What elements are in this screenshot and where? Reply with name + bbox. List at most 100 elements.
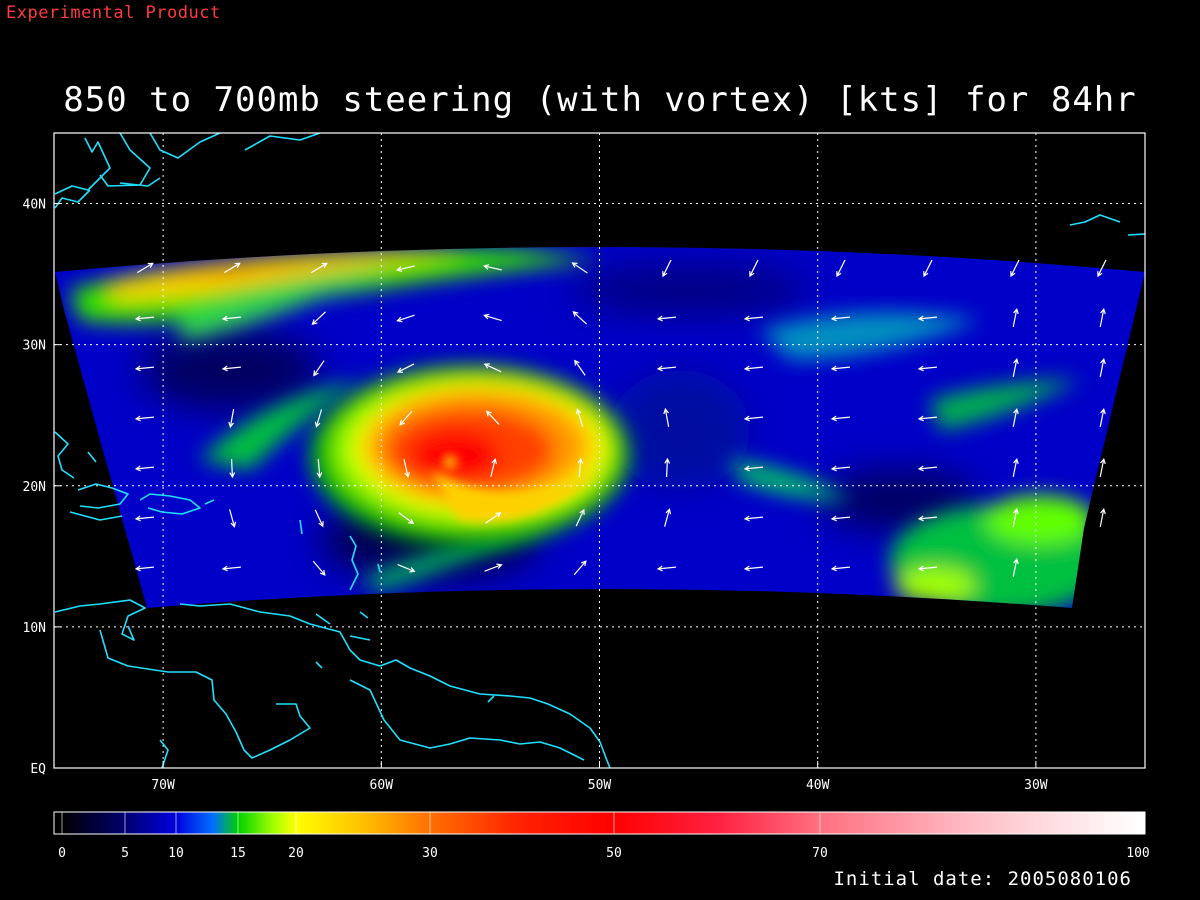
lat-lon-grid xyxy=(54,133,1145,768)
axes: 70W 60W 50W 40W 30W EQ 10N 20N 30N 40N xyxy=(23,198,1048,793)
wind-vector xyxy=(396,314,415,323)
wind-vector xyxy=(575,408,584,427)
wind-vector xyxy=(917,565,938,572)
colorbar-tick-label: 15 xyxy=(230,846,246,861)
wind-vector xyxy=(490,458,498,477)
wind-vector xyxy=(574,359,586,376)
wind-vector xyxy=(396,265,415,272)
wind-vector xyxy=(134,465,155,472)
wind-vector xyxy=(830,565,851,572)
wind-vector xyxy=(917,465,938,472)
wind-vector xyxy=(134,515,155,522)
wind-vector xyxy=(1099,407,1106,427)
wind-vector xyxy=(229,509,237,528)
steering-vectors xyxy=(134,259,1107,577)
wind-vector xyxy=(577,457,584,478)
wind-vector xyxy=(917,515,938,522)
colorbar-tick-label: 70 xyxy=(812,846,828,861)
wind-vector xyxy=(399,410,413,426)
colorbar-ticks: 0 5 10 15 20 30 50 70 100 xyxy=(58,812,1150,861)
wind-vector xyxy=(485,512,502,524)
wind-vector xyxy=(484,563,503,572)
wind-vector xyxy=(1012,557,1019,577)
colorbar-tick-label: 100 xyxy=(1126,846,1149,861)
wind-vector xyxy=(743,365,764,372)
wind-vector xyxy=(923,259,933,278)
wind-vector xyxy=(134,565,155,572)
wind-vector xyxy=(228,409,235,429)
wind-vector xyxy=(1012,357,1019,377)
wind-vector xyxy=(1012,507,1019,527)
wind-vector xyxy=(316,458,323,479)
wind-vector xyxy=(575,508,585,527)
wind-vector xyxy=(310,262,328,274)
wind-vector xyxy=(917,315,938,322)
colorbar-tick-label: 20 xyxy=(288,846,304,861)
chart-title: 850 to 700mb steering (with vortex) [kts… xyxy=(63,80,1137,120)
wind-vector xyxy=(836,259,846,278)
wind-vector xyxy=(1099,307,1106,327)
wind-vector xyxy=(221,365,242,372)
wind-vector xyxy=(662,259,672,278)
wind-vector xyxy=(134,365,155,372)
wind-vector xyxy=(229,458,236,479)
y-tick-label: EQ xyxy=(30,762,46,777)
wind-vector xyxy=(403,459,410,478)
wind-vector xyxy=(743,315,764,322)
wind-vector xyxy=(134,315,155,322)
wind-vector xyxy=(312,560,326,576)
wind-vector xyxy=(656,365,677,372)
y-tick-label: 40N xyxy=(23,198,46,213)
colorbar xyxy=(53,811,1146,835)
wind-vector xyxy=(134,415,155,422)
wind-vector xyxy=(1099,507,1106,527)
wind-vector xyxy=(743,565,764,572)
experimental-product-label: Experimental Product xyxy=(6,3,221,23)
wind-vector xyxy=(572,311,588,325)
wind-vector xyxy=(830,315,851,322)
wind-vector xyxy=(663,508,672,527)
wind-vector xyxy=(483,363,502,373)
wind-vector xyxy=(398,512,415,525)
x-tick-label: 50W xyxy=(588,778,612,793)
wind-vector xyxy=(656,565,677,572)
y-tick-label: 10N xyxy=(23,621,46,636)
x-tick-label: 70W xyxy=(151,778,175,793)
wind-vector xyxy=(483,313,502,322)
wind-vector xyxy=(830,415,851,422)
coastline xyxy=(54,133,1145,768)
wind-vector xyxy=(656,315,677,322)
wind-vector xyxy=(743,415,764,422)
wind-vector xyxy=(743,465,764,472)
y-tick-label: 30N xyxy=(23,339,46,354)
wind-vector xyxy=(664,457,671,478)
colorbar-tick-label: 5 xyxy=(121,846,129,861)
initial-date: Initial date: 2005080106 xyxy=(833,868,1132,890)
y-tick-label: 20N xyxy=(23,480,46,495)
wind-vector xyxy=(136,262,154,274)
wind-vector xyxy=(573,560,587,576)
wind-vector xyxy=(917,415,938,422)
x-tick-label: 40W xyxy=(806,778,830,793)
x-tick-label: 30W xyxy=(1024,778,1048,793)
colorbar-tick-label: 30 xyxy=(422,846,438,861)
colorbar-tick-label: 10 xyxy=(168,846,184,861)
wind-vector xyxy=(314,409,323,428)
wind-vector xyxy=(1012,307,1019,327)
colorbar-tick-label: 50 xyxy=(606,846,622,861)
wind-vector xyxy=(571,262,588,274)
wind-vector xyxy=(830,465,851,472)
wind-vector xyxy=(314,509,324,528)
wind-vector xyxy=(830,515,851,522)
wind-vector xyxy=(221,565,242,572)
wind-vector xyxy=(1099,357,1106,377)
wind-vector xyxy=(396,363,415,373)
wind-vector xyxy=(1099,457,1106,477)
colorbar-tick-label: 0 xyxy=(58,846,66,861)
wind-vector xyxy=(221,315,242,322)
wind-vector xyxy=(313,360,325,377)
wind-vector xyxy=(1012,407,1019,427)
wind-vector xyxy=(830,365,851,372)
x-tick-label: 60W xyxy=(370,778,394,793)
wind-vector xyxy=(485,410,500,425)
